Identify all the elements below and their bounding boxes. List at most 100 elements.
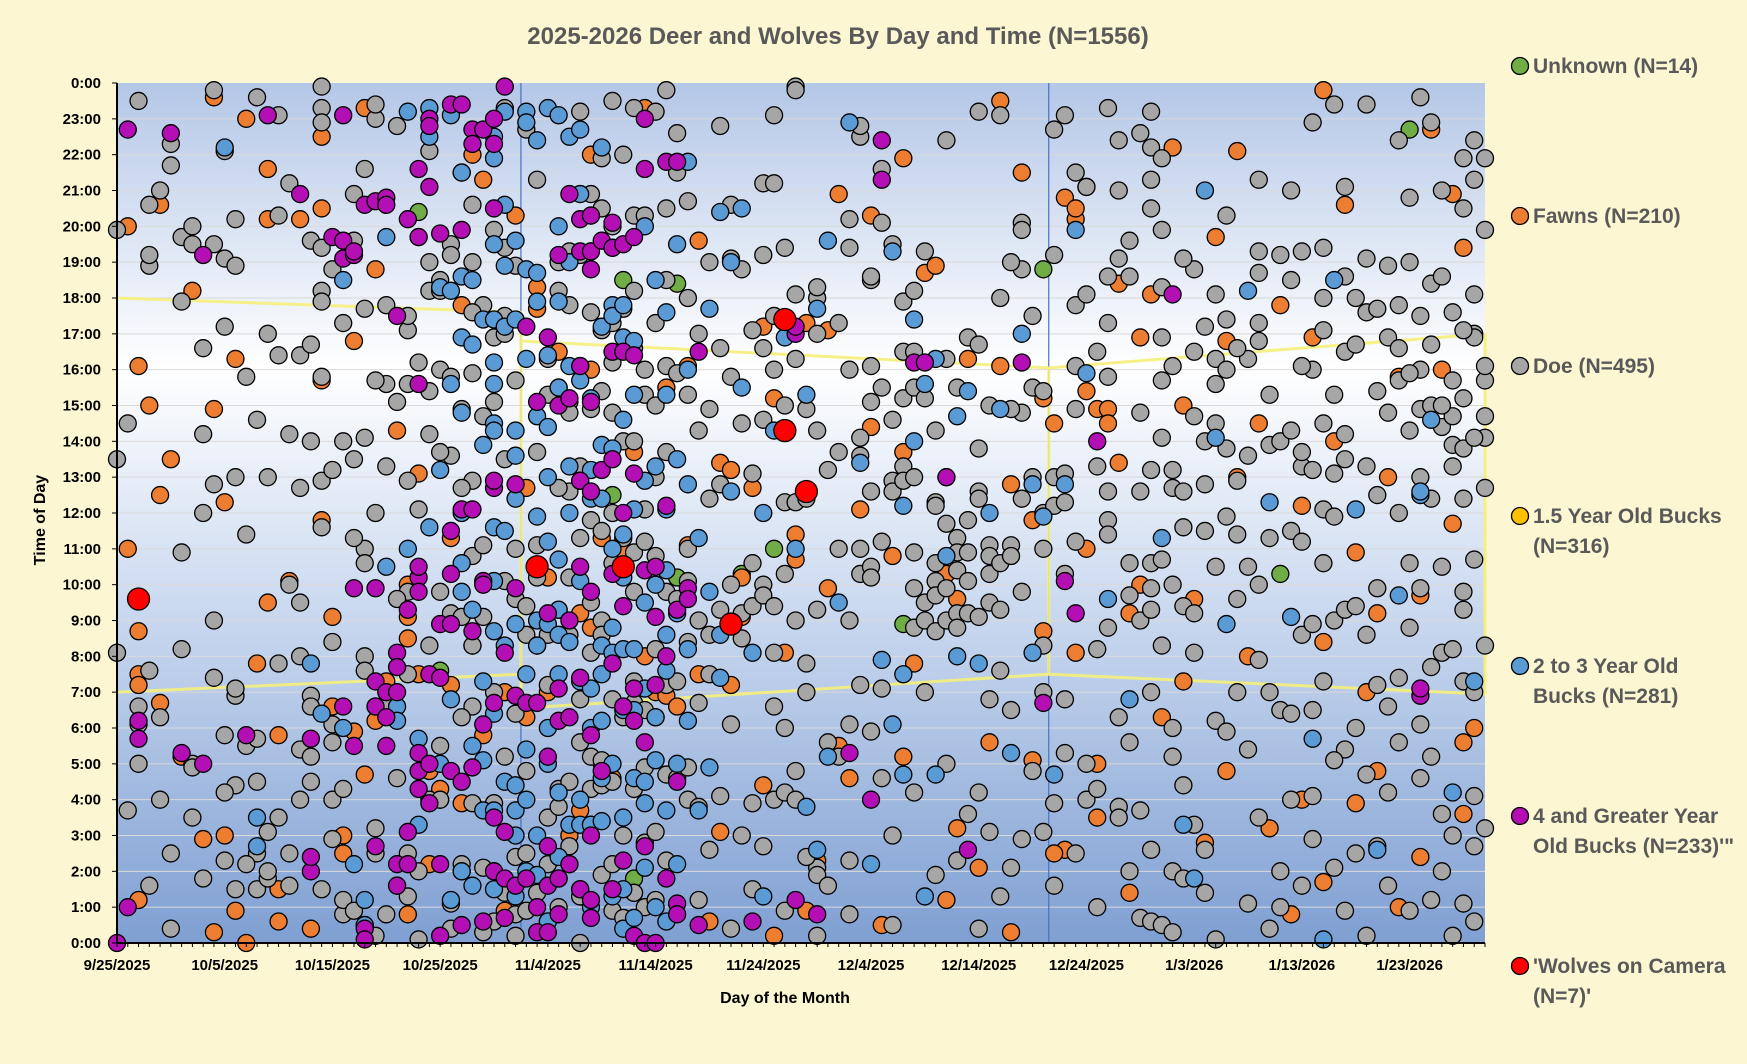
point-4-and-greater-year-old-bucks xyxy=(441,521,461,541)
point-2-to-3-year-old-bucks xyxy=(883,242,902,261)
point-doe xyxy=(1378,403,1398,422)
point-doe xyxy=(247,88,267,107)
point-fawns xyxy=(1443,514,1462,533)
point-2-to-3-year-old-bucks xyxy=(398,102,417,121)
point-2-to-3-year-old-bucks xyxy=(474,435,493,455)
point-doe xyxy=(1206,349,1225,369)
point-doe xyxy=(1098,313,1118,333)
point-2-to-3-year-old-bucks xyxy=(549,292,568,311)
y-tick-label: 2:00 xyxy=(71,863,101,880)
y-tick-label: 0:00 xyxy=(71,75,101,92)
point-2-to-3-year-old-bucks xyxy=(980,503,999,523)
point-4-and-greater-year-old-bucks xyxy=(387,683,407,702)
point-doe xyxy=(1260,528,1279,548)
point-4-and-greater-year-old-bucks xyxy=(603,213,622,232)
point-doe xyxy=(840,905,859,924)
point-4-and-greater-year-old-bucks xyxy=(118,120,137,139)
point-doe xyxy=(1400,554,1419,573)
point-4-and-greater-year-old-bucks xyxy=(506,475,525,494)
point-doe xyxy=(1141,460,1161,480)
point-doe xyxy=(1443,407,1462,426)
point-doe xyxy=(1475,478,1495,498)
point-2-to-3-year-old-bucks xyxy=(721,253,741,272)
point-doe xyxy=(851,539,870,558)
point-2-to-3-year-old-bucks xyxy=(829,593,848,612)
point-unknown xyxy=(764,539,784,558)
point-doe xyxy=(872,532,891,551)
point-doe xyxy=(1217,507,1236,526)
legend: Unknown (N=14) Fawns (N=210) Doe (N=495) 1.… xyxy=(1510,55,1734,1008)
point-doe xyxy=(1206,711,1225,730)
point-fawns xyxy=(1465,718,1484,738)
point-doe xyxy=(711,600,730,619)
point-2-to-3-year-old-bucks xyxy=(635,772,654,791)
point-4-and-greater-year-old-bucks xyxy=(549,869,568,888)
point-doe xyxy=(1141,170,1161,189)
point-2-to-3-year-old-bucks xyxy=(646,708,665,727)
point-doe xyxy=(829,313,848,333)
point-2-to-3-year-old-bucks xyxy=(452,403,471,422)
point-doe xyxy=(1400,188,1419,207)
point-4-and-greater-year-old-bucks xyxy=(452,220,471,240)
point-fawns xyxy=(334,844,353,863)
point-doe xyxy=(754,339,773,358)
point-doe xyxy=(1055,493,1075,512)
point-4-and-greater-year-old-bucks xyxy=(377,708,396,727)
point-doe xyxy=(1131,482,1150,501)
point-doe xyxy=(1475,636,1495,655)
point-doe xyxy=(290,478,310,498)
point-doe xyxy=(1185,643,1204,662)
point-doe xyxy=(1238,349,1258,369)
point-fawns xyxy=(1077,382,1096,401)
point-4-and-greater-year-old-bucks xyxy=(538,837,558,856)
point-fawns xyxy=(1131,328,1150,347)
point-doe xyxy=(786,761,805,781)
point-4-and-greater-year-old-bucks xyxy=(452,915,471,935)
point-fawns xyxy=(840,769,859,788)
point-fawns xyxy=(226,901,245,920)
point-doe xyxy=(215,851,234,870)
point-doe xyxy=(344,901,364,920)
point-doe xyxy=(226,880,245,899)
point-doe xyxy=(430,442,450,462)
point-2-to-3-year-old-bucks xyxy=(678,475,698,494)
point-doe xyxy=(1217,439,1236,458)
point-2-to-3-year-old-bucks xyxy=(624,908,644,928)
point-doe xyxy=(1389,339,1408,358)
point-2-to-3-year-old-bucks xyxy=(657,303,676,322)
chart-title: 2025-2026 Deer and Wolves By Day and Tim… xyxy=(527,23,1148,50)
x-axis-title: Day of the Month xyxy=(720,990,850,1007)
point-doe xyxy=(1195,883,1215,902)
point-doe xyxy=(1163,923,1182,942)
point-doe xyxy=(1260,683,1279,702)
point-doe xyxy=(183,808,202,827)
point-doe xyxy=(1378,783,1398,802)
point-fawns xyxy=(1001,475,1021,494)
point-doe xyxy=(721,919,741,938)
point-doe xyxy=(1228,471,1247,490)
point-4-and-greater-year-old-bucks xyxy=(452,772,471,791)
point-doe xyxy=(1303,786,1322,806)
point-doe xyxy=(334,779,353,799)
point-doe xyxy=(1303,460,1322,480)
point-doe xyxy=(991,887,1010,906)
point-2-to-3-year-old-bucks xyxy=(527,131,547,150)
point-doe xyxy=(1088,640,1107,659)
point-doe xyxy=(183,217,202,236)
point-doe xyxy=(1098,367,1118,386)
point-fawns xyxy=(1271,296,1290,315)
point-doe xyxy=(829,539,848,558)
point-doe xyxy=(1346,288,1365,308)
point-doe xyxy=(1152,328,1172,347)
point-doe xyxy=(1217,206,1236,225)
point-doe xyxy=(301,432,321,451)
point-doe xyxy=(1421,113,1441,132)
point-doe xyxy=(1174,482,1193,501)
point-4-and-greater-year-old-bucks xyxy=(571,557,590,576)
point-doe xyxy=(495,747,514,766)
point-doe xyxy=(1357,95,1376,114)
point-doe xyxy=(129,754,148,773)
y-tick-label: 12:00 xyxy=(63,505,101,522)
point-unknown xyxy=(1271,564,1290,584)
